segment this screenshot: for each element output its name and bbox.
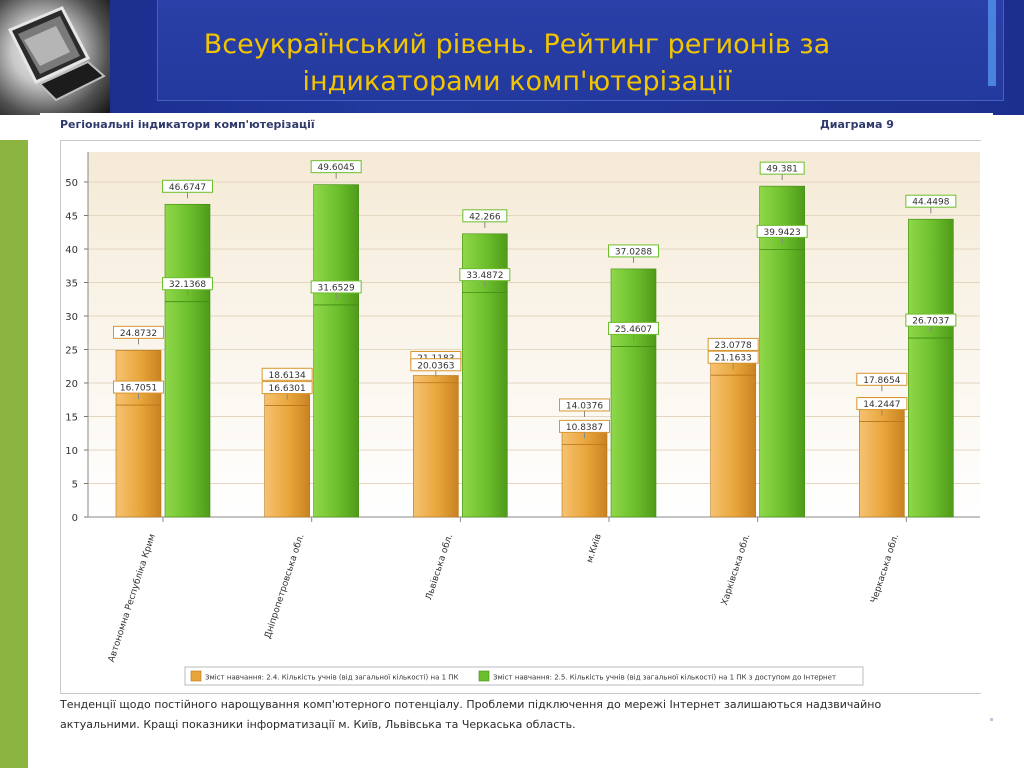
side-accent-bar: [0, 140, 28, 768]
data-label-box: [459, 268, 511, 282]
data-label-inner: 25.4607: [615, 325, 652, 335]
caption-line1: Тенденції щодо постійного нарощування ко…: [60, 698, 882, 711]
data-label-box: [905, 194, 957, 208]
data-label-box: [310, 280, 362, 294]
data-label-value: 14.0376: [566, 401, 603, 411]
x-tick-label: Автономна Республіка Крим: [107, 533, 158, 664]
data-label-value: 49.381: [766, 165, 798, 175]
bar-orange: [561, 422, 608, 518]
data-label-inner: 21.1633: [715, 354, 752, 364]
data-label-box: [608, 244, 659, 258]
data-label-box: [707, 337, 759, 351]
data-label-inner: 16.7051: [120, 384, 157, 394]
data-label-box: [410, 358, 462, 372]
y-tick-label: 25: [65, 346, 78, 357]
x-tick-label: Дніпропетровська обл.: [263, 533, 306, 640]
x-tick-label: Харківська обл.: [720, 533, 752, 607]
data-label-inner: 10.8387: [566, 423, 603, 433]
y-tick-label: 15: [65, 413, 78, 424]
legend-label: Зміст навчання: 2.4. Кількість учнів (ві…: [205, 674, 459, 682]
data-label-value: 49.6045: [318, 163, 355, 173]
y-tick-label: 30: [65, 312, 78, 323]
title-frame: [157, 0, 1004, 101]
bar-green: [313, 184, 359, 518]
chart-header-number: Диаграма 9: [820, 118, 894, 131]
y-tick-label: 40: [65, 245, 78, 256]
data-label-value: 17.8654: [863, 376, 900, 386]
data-label-box: [559, 398, 610, 412]
data-label-box: [608, 321, 659, 335]
data-label-inner: 32.1368: [169, 280, 206, 290]
data-label-box: [162, 179, 213, 193]
plot-area: [88, 152, 980, 517]
data-label-inner: 26.7037: [912, 317, 949, 327]
chart-caption: Тенденції щодо постійного нарощування ко…: [60, 695, 960, 735]
bar-orange: [413, 375, 459, 518]
legend-label: Зміст навчання: 2.5. Кількість учнів (ві…: [493, 674, 836, 682]
bar-green: [908, 218, 954, 518]
computer-monitor-icon: [0, 0, 110, 115]
chart-header-title: Регіональні індикатори комп'ютерізації: [60, 118, 315, 131]
data-label-value: 24.8732: [120, 329, 157, 339]
data-label-box: [856, 372, 908, 386]
bar-green: [164, 203, 211, 518]
y-tick-label: 20: [65, 379, 78, 390]
bar-green: [610, 268, 657, 518]
data-label-box: [261, 367, 313, 381]
data-label-inner: 33.4872: [466, 271, 503, 281]
x-tick-label: м.Київ: [585, 533, 604, 564]
data-label-value: 37.0288: [615, 247, 652, 257]
data-label-box: [113, 325, 164, 339]
bar-orange: [710, 362, 756, 518]
data-label-box: [261, 381, 313, 395]
data-label-box: [162, 277, 213, 291]
slide-title-line1: Всеукраїнський рівень. Рейтинг регионів …: [203, 29, 831, 60]
data-label-box: [756, 224, 808, 238]
data-label-value: 42.266: [469, 212, 501, 222]
bar-orange: [115, 350, 162, 518]
x-tick-label: Львівська обл.: [424, 533, 455, 602]
y-tick-label: 50: [65, 178, 78, 189]
y-tick-label: 0: [72, 513, 78, 524]
data-label-box: [856, 397, 908, 411]
data-label-inner: 20.0363: [417, 361, 454, 371]
data-label-box: [310, 160, 362, 174]
y-tick-label: 45: [65, 212, 78, 223]
data-label-box: [905, 313, 957, 327]
data-label-box: [759, 161, 805, 175]
slide-title-line2: індикаторами комп'ютерізації: [302, 66, 732, 97]
data-label-inner: 31.6529: [318, 283, 355, 293]
legend-swatch: [478, 670, 490, 682]
data-label-value: 23.0778: [715, 341, 752, 351]
data-label-inner: 16.6301: [269, 384, 306, 394]
data-label-value: 44.4498: [912, 198, 949, 208]
bar-orange: [264, 391, 310, 518]
legend-box: [184, 666, 864, 686]
y-tick-label: 10: [65, 446, 78, 457]
x-tick-label: Черкаська обл.: [869, 533, 901, 605]
y-tick-label: 5: [72, 480, 78, 491]
data-label-box: [462, 209, 508, 223]
bar-orange: [859, 397, 905, 518]
y-tick-label: 35: [65, 279, 78, 290]
caption-line2: актуальними. Кращі показники інформатиза…: [60, 718, 576, 731]
decorative-dot: [990, 718, 993, 721]
data-label-inner: 39.9423: [764, 228, 801, 238]
data-label-box: [707, 350, 759, 364]
slide-title: Всеукраїнський рівень. Рейтинг регионів …: [157, 26, 877, 100]
data-label-inner: 14.2447: [863, 400, 900, 410]
data-label-value: 18.6134: [269, 371, 306, 381]
data-label-box: [559, 419, 610, 433]
header-accent: [988, 0, 996, 86]
bar-chart: 0 5 10 15 20 25 30 35 40 45 50 24.8732 16.7051 46.67…: [65, 152, 980, 686]
legend-swatch: [190, 670, 202, 682]
data-label-value: 46.6747: [169, 183, 206, 193]
data-label-box: [113, 380, 164, 394]
